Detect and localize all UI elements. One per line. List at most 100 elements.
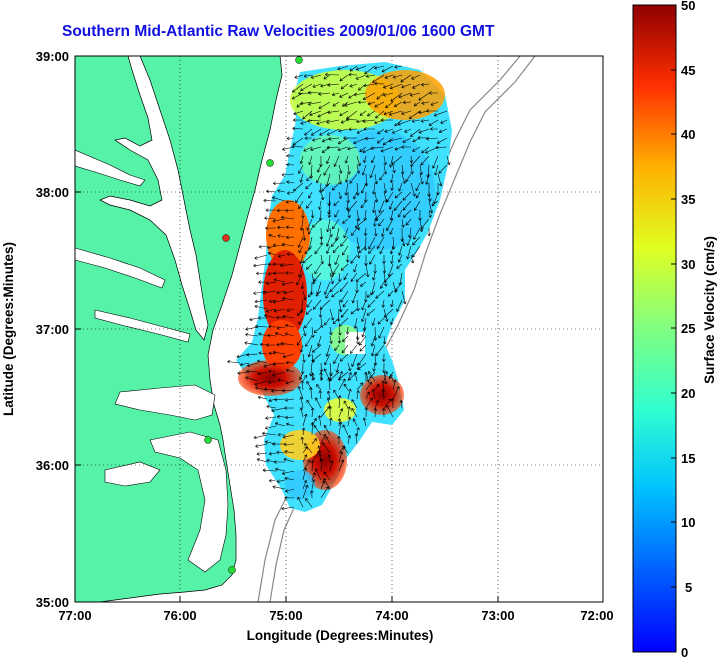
velocity-arrow [317, 415, 322, 427]
velocity-arrow [306, 263, 313, 270]
velocity-green-patch [300, 135, 360, 185]
velocity-arrow [371, 388, 376, 400]
velocity-arrow [394, 281, 403, 292]
velocity-arrow [286, 154, 295, 158]
velocity-arrow [327, 83, 340, 87]
velocity-arrow [326, 390, 331, 400]
velocity-arrow [333, 155, 340, 167]
velocity-arrow [326, 145, 340, 150]
velocity-arrow [426, 109, 439, 113]
velocity-arrow [428, 200, 434, 214]
velocity-arrow [350, 254, 358, 264]
velocity-arrow [307, 90, 322, 95]
velocity-arrow [370, 344, 376, 357]
velocity-arrow [284, 332, 295, 337]
velocity-arrow [284, 323, 295, 328]
velocity-arrow [437, 173, 443, 187]
velocity-arrow [273, 278, 286, 283]
velocity-arrow [272, 299, 286, 304]
velocity-arrow [368, 236, 376, 250]
velocity-arrow [284, 450, 295, 454]
velocity-arrow [299, 371, 304, 380]
velocity-arrow [329, 326, 333, 336]
velocity-arrow [307, 119, 322, 123]
velocity-arrow [246, 362, 259, 367]
velocity-arrow [397, 209, 403, 218]
velocity-arrow [331, 182, 340, 191]
velocity-arrow [318, 92, 331, 96]
velocity-arrow [254, 380, 268, 386]
velocity-arrow [302, 110, 313, 120]
velocity-arrow [410, 254, 415, 264]
velocity-arrow [286, 422, 295, 427]
velocity-arrow [338, 378, 346, 391]
velocity-arrow [276, 325, 286, 330]
velocity-arrow [323, 424, 331, 436]
velocity-arrow [345, 326, 350, 335]
velocity-arrow [392, 379, 397, 391]
velocity-arrow [374, 383, 380, 391]
velocity-arrow [292, 83, 304, 93]
velocity-arrow [329, 308, 335, 321]
velocity-arrow [353, 191, 358, 200]
y-tick-label: 36:00 [36, 458, 69, 473]
velocity-arrow [281, 281, 295, 286]
velocity-arrow [376, 137, 385, 144]
velocity-arrow [266, 404, 277, 409]
velocity-arrow [401, 110, 412, 115]
velocity-arrow [361, 299, 367, 311]
colorbar-tick-label: 35 [681, 192, 695, 207]
velocity-arrow [381, 389, 386, 400]
velocity-arrow [338, 459, 345, 472]
velocity-arrow [363, 127, 375, 131]
velocity-arrow [365, 381, 372, 391]
velocity-arrow [265, 208, 277, 212]
velocity-arrow [299, 254, 304, 264]
velocity-arrow [343, 272, 349, 280]
velocity-arrow [343, 400, 349, 409]
velocity-arrow [372, 74, 385, 83]
velocity-arrow [347, 388, 352, 400]
velocity-arrow [302, 413, 308, 427]
velocity-arrow [413, 101, 421, 107]
velocity-arrow [335, 362, 340, 373]
velocity-arrow [302, 479, 308, 490]
colorbar-tick-label: 45 [681, 63, 695, 78]
velocity-arrow [425, 173, 430, 185]
velocity-arrow [413, 227, 421, 240]
velocity-arrow [319, 458, 324, 472]
velocity-arrow [259, 342, 268, 347]
velocity-arrow [310, 422, 315, 436]
velocity-arrow [297, 308, 304, 316]
velocity-arrow [310, 490, 314, 499]
velocity-arrow [329, 417, 333, 427]
velocity-arrow [268, 478, 277, 483]
velocity-arrow [308, 227, 313, 235]
velocity-arrow [345, 117, 358, 122]
velocity-arrow [299, 407, 304, 418]
velocity-arrow [355, 74, 367, 80]
velocity-arrow [430, 101, 439, 106]
velocity-arrow [360, 200, 367, 209]
velocity-arrow [390, 173, 394, 184]
velocity-arrow [353, 137, 367, 145]
velocity-arrow [342, 335, 349, 342]
velocity-arrow [272, 350, 286, 355]
velocity-arrow [277, 189, 286, 193]
x-tick-label: 75:00 [269, 608, 302, 623]
velocity-arrow [245, 376, 259, 382]
velocity-arrow [272, 262, 286, 266]
velocity-arrow [300, 436, 305, 445]
velocity-arrow [318, 200, 322, 210]
velocity-arrow [343, 136, 358, 140]
velocity-arrow [312, 83, 322, 88]
velocity-arrow [329, 281, 340, 293]
velocity-arrow [283, 442, 295, 447]
velocity-arrow [383, 308, 389, 322]
x-tick-label: 77:00 [58, 608, 91, 623]
velocity-arrow [255, 443, 268, 448]
velocity-arrow [298, 263, 304, 278]
velocity-arrow [380, 118, 394, 122]
velocity-arrow [347, 372, 352, 382]
velocity-arrow [332, 218, 340, 230]
